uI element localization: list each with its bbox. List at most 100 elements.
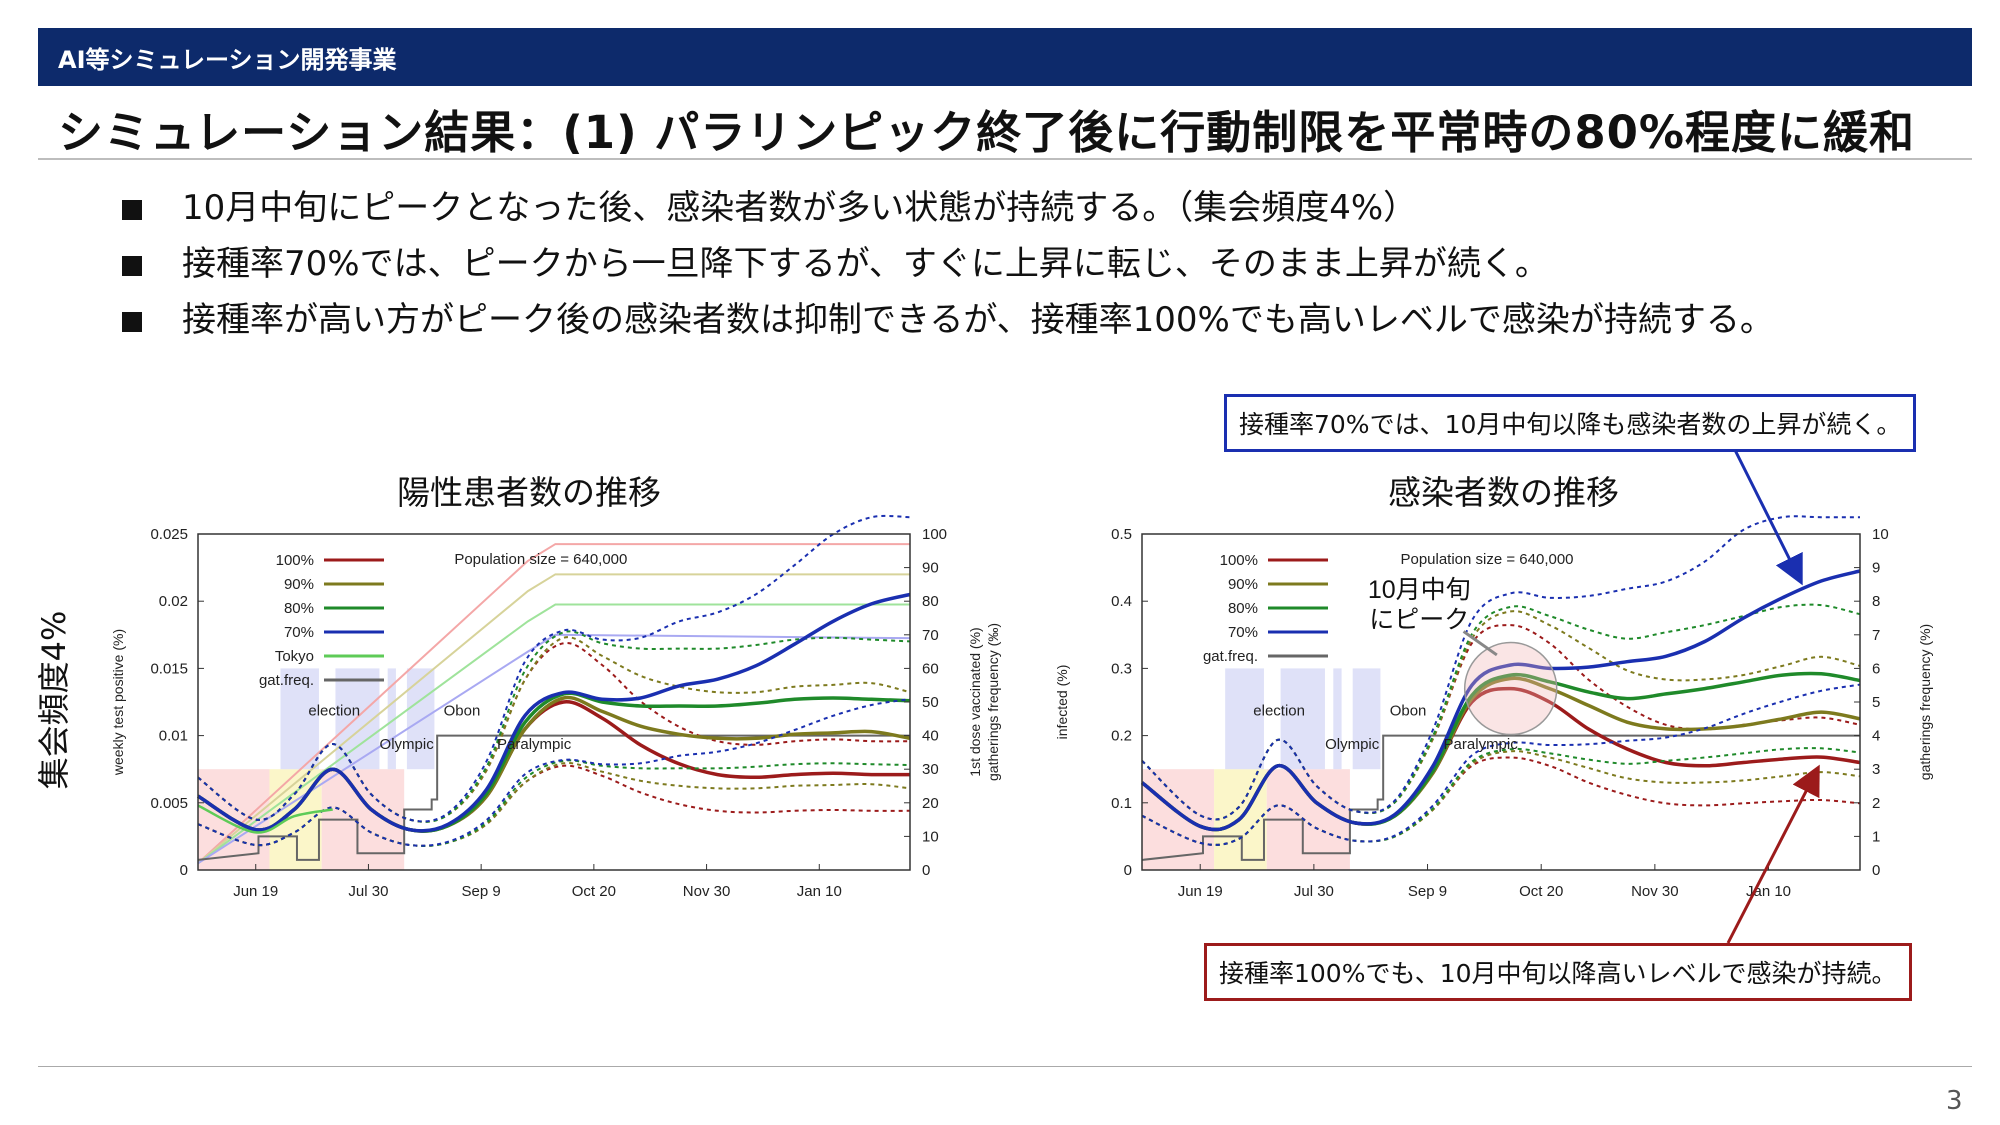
x-tick-label: Sep 9 bbox=[462, 883, 501, 900]
series-line-70pct bbox=[197, 592, 911, 833]
y2-tick-label: 7 bbox=[1872, 627, 1880, 644]
series-line-70pct bbox=[1140, 569, 1861, 832]
section-header-bar: AI等シミュレーション開発事業 bbox=[38, 28, 1972, 86]
chart-positive-rate: 0 0.005 0.01 0.015 0.02 0.025 0 10 20 30 40 50 60 70 8… bbox=[110, 514, 1001, 900]
y2-axis-label: gatherings frequency (‰) bbox=[985, 623, 1001, 781]
y2-tick-label: 60 bbox=[922, 660, 939, 677]
y2-tick-label: 1 bbox=[1872, 828, 1880, 845]
event-period-band bbox=[1333, 668, 1342, 770]
peak-arrow bbox=[1462, 630, 1498, 657]
event-period-band bbox=[406, 668, 435, 770]
legend-label: Tokyo bbox=[275, 648, 314, 665]
page-number: 3 bbox=[1946, 1086, 1963, 1116]
event-label: election bbox=[308, 702, 360, 719]
y2-tick-label: 5 bbox=[1872, 694, 1880, 711]
series-upper-bound-70pct bbox=[197, 514, 911, 823]
y-tick-label: 0 bbox=[180, 862, 188, 879]
event-period-band bbox=[280, 668, 319, 770]
restriction-period-shade bbox=[1142, 769, 1215, 870]
series-lower-bound-100pct bbox=[197, 764, 911, 847]
legend-label: 100% bbox=[276, 552, 314, 569]
y-tick-label: 0.01 bbox=[159, 728, 188, 745]
y2-tick-label: 70 bbox=[922, 627, 939, 644]
x-tick-label: Jan 10 bbox=[1746, 883, 1791, 900]
bullet-text: 接種率が高い方がピーク後の感染者数は抑制できるが、接種率100%でも高いレベルで… bbox=[182, 300, 1774, 340]
y-tick-label: 0.025 bbox=[150, 526, 188, 543]
chart-legend-layer: Population size = 640,000 100% 90% 80% 70% To… bbox=[259, 551, 627, 689]
peak-label: 10月中旬 bbox=[1368, 576, 1471, 604]
y2-tick-label: 100 bbox=[922, 526, 947, 543]
vaccination-curve bbox=[197, 573, 910, 865]
gathering-frequency-line bbox=[197, 734, 910, 861]
x-tick-label: Nov 30 bbox=[1631, 883, 1679, 900]
bullet-text: 10月中旬にピークとなった後、感染者数が多い状態が持続する。（集会頻度4%） bbox=[182, 188, 1418, 228]
x-tick-label: Jan 10 bbox=[797, 883, 842, 900]
y2-tick-label: 50 bbox=[922, 694, 939, 711]
series-upper-bound-90pct bbox=[1141, 610, 1861, 821]
gathering-frequency-line bbox=[1141, 734, 1860, 861]
y2-tick-label: 10 bbox=[1872, 526, 1889, 543]
x-tick-label: Sep 9 bbox=[1408, 883, 1447, 900]
y-tick-label: 0.005 bbox=[150, 795, 188, 812]
bullet-square-icon bbox=[122, 312, 142, 332]
x-tick-label: Jul 30 bbox=[348, 883, 388, 900]
series-upper-bound-100pct bbox=[197, 642, 911, 823]
peak-label: にピーク bbox=[1369, 606, 1469, 634]
chart-axes-layer: 0 0.1 0.2 0.3 0.4 0.5 0 1 2 3 4 5 6 7 8 9 10 Jun 19 Jul 30… bbox=[1054, 526, 1933, 900]
event-period-band bbox=[1280, 668, 1325, 770]
y-tick-label: 0.3 bbox=[1111, 660, 1132, 677]
chart-title-positive: 陽性患者数の推移 bbox=[397, 473, 661, 512]
legend-label: 80% bbox=[1228, 600, 1258, 617]
series-upper-bound-80pct bbox=[1141, 603, 1861, 821]
y-tick-label: 0.5 bbox=[1111, 526, 1132, 543]
y2-tick-label: 10 bbox=[922, 828, 939, 845]
y-tick-label: 0.2 bbox=[1111, 728, 1132, 745]
x-tick-label: Oct 20 bbox=[1519, 883, 1563, 900]
series-lower-bound-90pct bbox=[197, 762, 911, 847]
y2-axis-label: gatherings frequency (%) bbox=[1917, 624, 1933, 780]
legend-label: 70% bbox=[1228, 624, 1258, 641]
population-annotation: Population size = 640,000 bbox=[454, 551, 627, 568]
event-label: Obon bbox=[1390, 702, 1427, 719]
y2-tick-label: 4 bbox=[1872, 728, 1880, 745]
footer-divider bbox=[38, 1066, 1972, 1067]
y2-tick-label: 90 bbox=[922, 560, 939, 577]
event-label: Paralympic bbox=[497, 736, 572, 753]
series-upper-bound-100pct bbox=[1141, 624, 1861, 821]
y2-tick-label: 2 bbox=[1872, 795, 1880, 812]
legend-label: 100% bbox=[1220, 552, 1258, 569]
legend-label: 80% bbox=[284, 600, 314, 617]
series-line-tokyo bbox=[197, 804, 333, 834]
y2-tick-label: 0 bbox=[922, 862, 930, 879]
y2-tick-label: 6 bbox=[1872, 660, 1880, 677]
chart-legend-layer: Population size = 640,000 100% 90% 80% 70% ga… bbox=[1203, 551, 1574, 665]
y2-tick-label: 40 bbox=[922, 728, 939, 745]
chart-series-layer bbox=[197, 514, 911, 861]
event-period-band bbox=[387, 668, 396, 770]
bullet-square-icon bbox=[122, 256, 142, 276]
gathering-frequency-side-label: 集会頻度4% bbox=[22, 600, 82, 800]
event-period-band bbox=[1352, 668, 1381, 770]
section-label: AI等シミュレーション開発事業 bbox=[58, 46, 397, 74]
vaccination-curve bbox=[197, 633, 911, 865]
series-upper-bound-90pct bbox=[197, 636, 911, 823]
y-tick-label: 0.02 bbox=[159, 593, 188, 610]
event-label: Obon bbox=[444, 702, 481, 719]
bullet-square-icon bbox=[122, 200, 142, 220]
x-tick-label: Jun 19 bbox=[233, 883, 278, 900]
callout-100-percent: 接種率100%でも、10月中旬以降高いレベルで感染が持続。 bbox=[1204, 943, 1912, 1001]
chart-vaccine-layer bbox=[197, 543, 911, 865]
event-label: Paralympic bbox=[1444, 736, 1519, 753]
y-tick-label: 0.4 bbox=[1111, 593, 1132, 610]
series-lower-bound-70pct bbox=[1141, 683, 1861, 846]
event-period-band bbox=[1225, 668, 1264, 770]
y2-tick-label: 30 bbox=[922, 761, 939, 778]
series-lower-bound-80pct bbox=[1141, 747, 1861, 846]
bullet-item: 接種率70%では、ピークから一旦降下するが、すぐに上昇に転じ、そのまま上昇が続く… bbox=[122, 236, 1774, 292]
callout-70-percent: 接種率70%では、10月中旬以降も感染者数の上昇が続く。 bbox=[1224, 394, 1917, 452]
bullet-item: 接種率が高い方がピーク後の感染者数は抑制できるが、接種率100%でも高いレベルで… bbox=[122, 292, 1774, 348]
x-tick-label: Nov 30 bbox=[683, 883, 731, 900]
x-tick-label: Jul 30 bbox=[1294, 883, 1334, 900]
y2-tick-label: 20 bbox=[922, 795, 939, 812]
y2-axis-label: 1st dose vaccinated (%) bbox=[967, 627, 983, 776]
